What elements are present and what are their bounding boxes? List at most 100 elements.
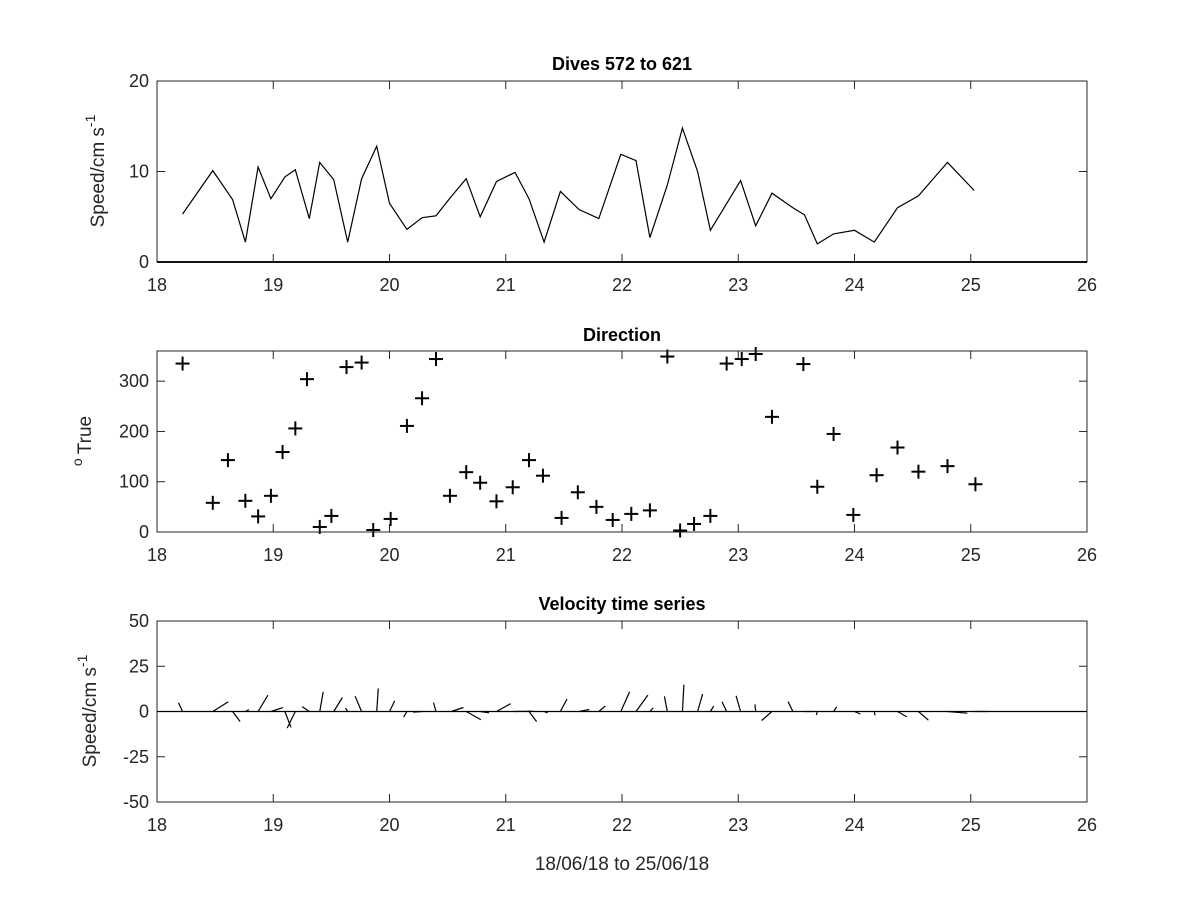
direction-point [383, 511, 398, 526]
direction-point [205, 495, 220, 510]
velocity-stick [787, 701, 794, 712]
velocity-panel-ylabel-superscript: -1 [74, 654, 90, 667]
direction-panel-ylabel-text: True [75, 416, 96, 454]
velocity-stick [721, 701, 728, 712]
velocity-stick [897, 710, 908, 718]
y-tick-label: -25 [123, 747, 149, 767]
velocity-stick [635, 694, 649, 712]
y-tick-label: 300 [119, 371, 149, 391]
direction-panel-ylabel: o True [69, 416, 96, 466]
direction-point [354, 355, 369, 370]
x-tick-label: 25 [961, 275, 981, 295]
velocity-stick [947, 710, 968, 714]
direction-point [673, 523, 688, 538]
x-tick-label: 21 [496, 275, 516, 295]
velocity-stick [284, 711, 292, 728]
x-tick-label: 22 [612, 815, 632, 835]
x-tick-label: 18 [147, 815, 167, 835]
velocity-panel-ylabel: Speed/cm s-1 [74, 654, 101, 767]
velocity-stick [257, 694, 269, 712]
velocity-stick [450, 706, 464, 713]
direction-point [238, 493, 253, 508]
x-tick-label: 24 [844, 815, 864, 835]
speed-panel-ylabel-text: Speed/cm s [88, 127, 109, 227]
x-tick-label: 20 [379, 275, 399, 295]
velocity-stick [528, 711, 538, 722]
y-tick-label: 0 [139, 702, 149, 722]
x-tick-label: 24 [844, 275, 864, 295]
y-tick-label: 0 [139, 252, 149, 272]
velocity-stick [403, 711, 408, 718]
direction-point [660, 349, 675, 364]
x-tick-label: 21 [496, 545, 516, 565]
velocity-stick [735, 695, 742, 712]
direction-point [263, 488, 278, 503]
velocity-stick [388, 700, 396, 712]
direction-point [299, 372, 314, 387]
velocity-stick [286, 711, 296, 729]
velocity-panel-frame [156, 620, 1088, 803]
x-tick-label: 19 [263, 275, 283, 295]
direction-point [489, 494, 504, 509]
direction-panel: Direction 18 19 20 21 22 23 24 25 26 0 100 200 300 o… [69, 325, 1097, 565]
velocity-stick [465, 710, 482, 721]
velocity-stick [873, 711, 876, 716]
direction-point [554, 510, 569, 525]
velocity-panel: Velocity time series 18 19 20 21 22 23 24 25 26 -… [74, 594, 1097, 835]
speed-panel-frame [156, 80, 1088, 263]
direction-point [642, 503, 657, 518]
velocity-stick [212, 701, 229, 713]
velocity-stick [918, 711, 929, 721]
direction-point [175, 356, 190, 371]
direction-point [275, 445, 290, 460]
x-tick-label: 26 [1077, 275, 1097, 295]
direction-point [366, 522, 381, 537]
speed-panel: Dives 572 to 621 18 19 20 21 22 23 24 25 26 0 10 20… [82, 54, 1097, 295]
x-tick-label: 19 [263, 545, 283, 565]
speed-panel-ticks: 18 19 20 21 22 23 24 25 26 0 10 20 [129, 71, 1097, 295]
direction-point [734, 352, 749, 367]
direction-point [624, 506, 639, 521]
velocity-stick [319, 691, 324, 712]
y-tick-label: 10 [129, 162, 149, 182]
direction-point [399, 418, 414, 433]
y-tick-label: 200 [119, 421, 149, 441]
speed-series-line [182, 126, 975, 245]
x-tick-label: 20 [379, 815, 399, 835]
direction-point [415, 391, 430, 406]
direction-point [968, 477, 983, 492]
y-tick-label: 0 [139, 522, 149, 542]
velocity-stick [301, 706, 310, 712]
velocity-stick [496, 703, 511, 713]
y-tick-label: 100 [119, 472, 149, 492]
velocity-stick [709, 705, 715, 712]
velocity-stick [696, 693, 704, 712]
speed-panel-ylabel-superscript: -1 [82, 114, 98, 127]
direction-point [570, 485, 585, 500]
direction-point [940, 459, 955, 474]
direction-point [748, 347, 763, 362]
direction-point [911, 464, 926, 479]
x-tick-label: 26 [1077, 815, 1097, 835]
direction-panel-ylabel-superscript: o [69, 458, 85, 466]
y-tick-label: 50 [129, 611, 149, 631]
direction-point [459, 465, 474, 480]
y-tick-label: 20 [129, 71, 149, 91]
y-tick-label: 25 [129, 656, 149, 676]
direction-panel-title: Direction [583, 325, 661, 345]
velocity-stick [543, 710, 549, 714]
direction-point [535, 468, 550, 483]
direction-point [796, 357, 811, 372]
direction-panel-marks [175, 347, 983, 538]
direction-point [810, 479, 825, 494]
velocity-stick [559, 698, 568, 712]
x-tick-label: 23 [728, 545, 748, 565]
velocity-stick [333, 697, 343, 712]
x-tick-label: 22 [612, 275, 632, 295]
direction-point [220, 453, 235, 468]
direction-point [505, 480, 520, 495]
x-tick-label: 18 [147, 545, 167, 565]
velocity-stick [620, 691, 631, 712]
